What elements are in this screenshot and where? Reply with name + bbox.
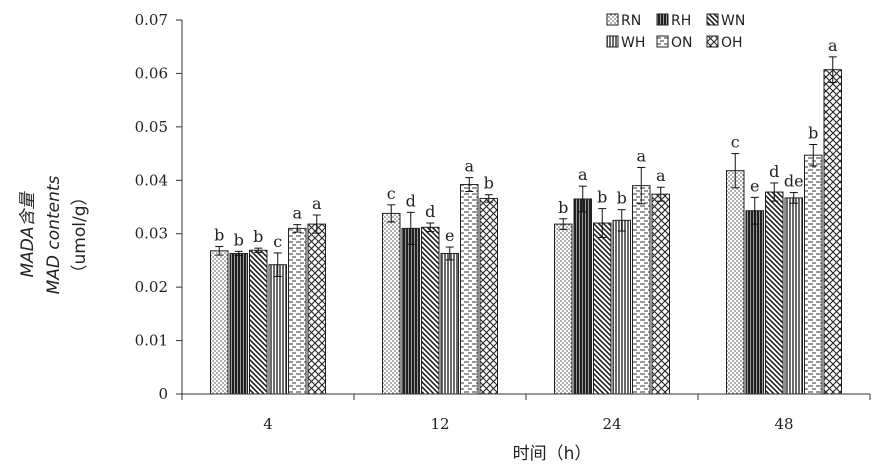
bar-RH-48: [745, 210, 764, 395]
bar-WH-48: [784, 197, 803, 395]
legend-label-RH: RH: [671, 13, 691, 29]
significance-label: b: [558, 198, 568, 217]
bar-RN-24: [554, 223, 573, 395]
y-axis-title-line-1: MADA含量: [18, 190, 38, 277]
x-tick-label: 24: [602, 415, 621, 433]
y-tick-label: 0.05: [135, 118, 168, 136]
y-axis: 0 0.01 0.02 0.03 0.04 0.05 0.06 0.07: [135, 11, 182, 403]
significance-label: c: [273, 232, 282, 251]
x-tick-label: 12: [430, 415, 449, 433]
bar-RH-4: [229, 252, 248, 395]
legend: RN RH WN WH ON OH: [606, 13, 745, 51]
significance-label: a: [578, 165, 588, 184]
significance-label: b: [597, 188, 607, 207]
legend-label-RN: RN: [621, 13, 641, 29]
legend-swatch-ON: [656, 35, 669, 48]
legend-label-WN: WN: [721, 13, 745, 29]
significance-label: e: [750, 176, 759, 195]
bar-ON-48: [804, 154, 823, 395]
bar-WH-4: [268, 264, 287, 395]
significance-label: b: [484, 174, 494, 193]
significance-label: b: [214, 226, 224, 245]
significance-label: b: [808, 123, 818, 142]
significance-label: a: [464, 157, 474, 176]
legend-label-ON: ON: [671, 35, 693, 51]
bar-RH-12: [401, 227, 420, 395]
bar-RH-24: [573, 198, 592, 395]
x-axis-title: 时间（h）: [513, 444, 592, 464]
y-tick-label: 0.02: [135, 278, 168, 296]
significance-label: d: [406, 191, 416, 210]
significance-label: de: [784, 172, 804, 191]
bar-OH-4: [307, 223, 326, 395]
y-tick-label: 0.01: [135, 332, 168, 350]
bar-WN-4: [249, 249, 268, 395]
x-tick-label: 4: [263, 415, 273, 433]
x-tick-label: 48: [774, 415, 793, 433]
legend-swatch-RH: [656, 13, 669, 26]
significance-label: b: [617, 189, 627, 208]
significance-label: c: [387, 184, 396, 203]
y-axis-title: MADA含量 MAD contents （umol/g）: [18, 175, 90, 294]
significance-label: a: [312, 194, 322, 213]
significance-label: b: [234, 230, 244, 249]
bar-WN-12: [421, 226, 440, 395]
significance-label: b: [253, 227, 263, 246]
legend-swatch-RN: [606, 13, 619, 26]
y-tick-label: 0.04: [135, 171, 168, 189]
legend-swatch-WH: [606, 35, 619, 48]
legend-swatch-WN: [706, 13, 719, 26]
bar-WN-24: [593, 222, 612, 395]
legend-label-WH: WH: [621, 35, 645, 51]
bar-RN-48: [726, 170, 745, 395]
significance-label: d: [769, 162, 779, 181]
bar-OH-12: [479, 197, 498, 395]
x-axis: 4 12 24 48: [181, 394, 871, 433]
y-axis-title-line-2: MAD contents: [44, 175, 64, 294]
bar-ON-4: [288, 227, 307, 395]
bar-WN-48: [765, 191, 784, 395]
significance-label: a: [828, 36, 838, 55]
significance-label: d: [425, 202, 435, 221]
bar-OH-24: [651, 193, 670, 395]
bar-WH-24: [612, 219, 631, 395]
bar-WH-12: [440, 252, 459, 395]
y-tick-label: 0.06: [135, 64, 168, 82]
y-tick-label: 0.03: [135, 225, 168, 243]
bar-ON-24: [632, 185, 651, 395]
legend-swatch-OH: [706, 35, 719, 48]
bar-OH-48: [823, 69, 842, 395]
significance-label: c: [731, 133, 740, 152]
bar-RN-12: [382, 212, 401, 395]
bar-ON-12: [460, 184, 479, 395]
significance-label: a: [636, 146, 646, 165]
bar-RN-4: [210, 250, 229, 395]
y-axis-title-line-3: （umol/g）: [70, 189, 90, 282]
significance-label: a: [656, 166, 666, 185]
y-tick-label: 0: [158, 385, 168, 403]
significance-label: a: [292, 204, 302, 223]
significance-label: e: [445, 226, 454, 245]
legend-label-OH: OH: [721, 35, 743, 51]
y-tick-label: 0.07: [135, 11, 168, 29]
